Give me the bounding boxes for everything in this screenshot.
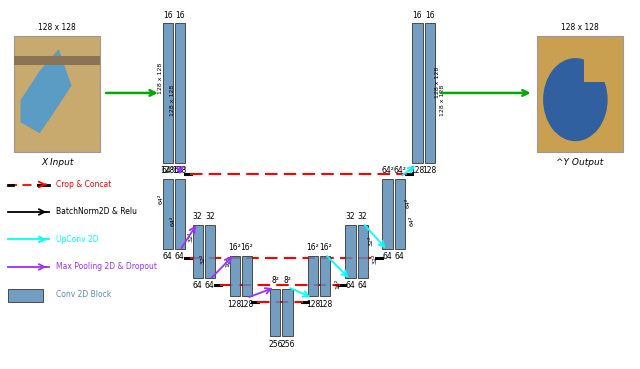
Text: 64²: 64² <box>381 166 394 175</box>
Bar <box>424 23 435 162</box>
Text: 32²: 32² <box>373 254 378 264</box>
Bar <box>270 289 280 337</box>
Text: BatchNorm2D & Relu: BatchNorm2D & Relu <box>56 207 136 217</box>
Text: 32²: 32² <box>188 231 193 242</box>
Text: 128: 128 <box>239 300 254 309</box>
Text: 16²: 16² <box>319 244 332 252</box>
Text: 32²: 32² <box>369 235 374 246</box>
Text: 64: 64 <box>395 252 404 261</box>
Text: 64: 64 <box>205 282 214 290</box>
Bar <box>175 23 185 162</box>
Bar <box>282 289 292 337</box>
Bar <box>346 225 356 278</box>
Text: 128 x 128: 128 x 128 <box>38 23 76 31</box>
Text: UpConv 2D: UpConv 2D <box>56 235 98 244</box>
Text: 64: 64 <box>383 252 392 261</box>
Polygon shape <box>20 49 72 133</box>
Text: 64²: 64² <box>170 216 175 226</box>
Text: 64: 64 <box>193 282 202 290</box>
Text: 64: 64 <box>175 252 185 261</box>
Text: 16²: 16² <box>225 256 230 266</box>
Text: 64: 64 <box>163 252 173 261</box>
Text: X Input: X Input <box>41 158 74 167</box>
Text: 16: 16 <box>413 11 422 20</box>
Text: 32: 32 <box>346 212 355 221</box>
Text: 256: 256 <box>268 340 283 349</box>
Text: 16²: 16² <box>228 244 241 252</box>
Bar <box>394 179 404 249</box>
Text: 128: 128 <box>173 166 187 175</box>
Text: 32: 32 <box>205 212 214 221</box>
Bar <box>383 179 393 249</box>
Text: 128 x 128: 128 x 128 <box>561 23 598 31</box>
Text: 32²: 32² <box>200 254 205 264</box>
Text: 16: 16 <box>163 11 173 20</box>
Text: 16: 16 <box>425 11 435 20</box>
Bar <box>205 225 215 278</box>
Text: 128: 128 <box>161 166 175 175</box>
Ellipse shape <box>543 58 607 141</box>
Bar <box>163 179 173 249</box>
Text: 128 x 128: 128 x 128 <box>440 85 445 116</box>
Text: 256: 256 <box>280 340 295 349</box>
Bar <box>14 36 100 152</box>
Text: 64²: 64² <box>173 166 186 175</box>
Text: Max Pooling 2D & Dropout: Max Pooling 2D & Dropout <box>56 262 157 272</box>
Text: 64²: 64² <box>158 194 163 204</box>
Text: 128: 128 <box>318 300 332 309</box>
Bar <box>242 256 252 296</box>
Bar <box>412 23 422 162</box>
Text: 128: 128 <box>422 166 436 175</box>
Text: 128 x 128: 128 x 128 <box>170 85 175 116</box>
Bar <box>230 256 240 296</box>
Text: 64²: 64² <box>410 216 415 226</box>
Text: 128: 128 <box>410 166 424 175</box>
Text: 64: 64 <box>346 282 355 290</box>
Text: 16²: 16² <box>241 244 253 252</box>
Text: Conv 2D Block: Conv 2D Block <box>56 290 111 299</box>
Bar <box>163 23 173 162</box>
Bar <box>320 256 330 296</box>
Text: 128: 128 <box>227 300 242 309</box>
Text: 64²: 64² <box>161 166 174 175</box>
Bar <box>8 289 43 303</box>
Bar <box>537 36 623 152</box>
Text: 64: 64 <box>358 282 367 290</box>
Text: 128 x 128: 128 x 128 <box>158 63 163 94</box>
Text: 32: 32 <box>358 212 367 221</box>
Text: 128 x 128: 128 x 128 <box>435 66 440 97</box>
Bar <box>193 225 203 278</box>
Text: 64²: 64² <box>393 166 406 175</box>
Text: 128: 128 <box>306 300 320 309</box>
Bar <box>584 42 618 82</box>
Text: 32: 32 <box>193 212 202 221</box>
Text: 16²: 16² <box>335 278 340 289</box>
Bar <box>175 179 185 249</box>
Text: 16²: 16² <box>307 244 319 252</box>
Text: 64²: 64² <box>405 198 410 208</box>
Bar <box>358 225 368 278</box>
Text: 8²: 8² <box>271 276 279 285</box>
Bar <box>14 56 100 65</box>
Bar <box>308 256 318 296</box>
Text: 8²: 8² <box>284 276 291 285</box>
Text: 16: 16 <box>175 11 184 20</box>
Text: ^Y Output: ^Y Output <box>556 158 604 167</box>
Text: Crop & Concat: Crop & Concat <box>56 180 111 189</box>
